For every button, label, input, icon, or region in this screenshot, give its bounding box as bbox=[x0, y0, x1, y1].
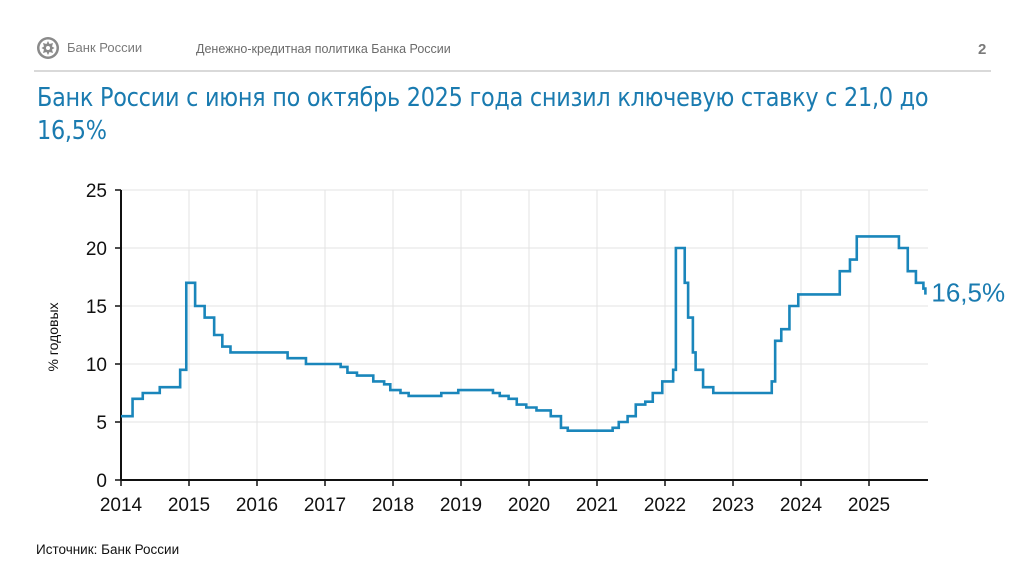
x-tick-label: 2015 bbox=[168, 495, 210, 516]
header-divider bbox=[34, 70, 991, 72]
page-number: 2 bbox=[978, 41, 987, 58]
x-tick-label: 2023 bbox=[712, 495, 754, 516]
y-tick-label: 25 bbox=[86, 181, 107, 202]
slide-title: Банк России с июня по октябрь 2025 года … bbox=[37, 83, 929, 146]
key-rate-line bbox=[121, 235, 927, 432]
y-axis-label: % годовых bbox=[45, 302, 61, 371]
y-tick-label: 20 bbox=[86, 239, 107, 260]
x-tick-label: 2014 bbox=[100, 495, 143, 516]
x-tick-label: 2024 bbox=[780, 495, 823, 516]
x-tick-label: 2018 bbox=[372, 495, 414, 516]
double-headed-eagle-icon bbox=[37, 37, 59, 59]
slide-header: Банк России Денежно-кредитная политика Б… bbox=[0, 0, 1024, 72]
x-tick-label: 2017 bbox=[304, 495, 346, 516]
last-value-annotation: 16,5% bbox=[931, 278, 1005, 308]
y-tick-label: 0 bbox=[96, 471, 107, 492]
y-tick-label: 5 bbox=[96, 413, 107, 434]
y-tick-label: 15 bbox=[86, 297, 107, 318]
x-tick-label: 2020 bbox=[508, 495, 550, 516]
x-tick-label: 2022 bbox=[644, 495, 686, 516]
x-tick-label: 2016 bbox=[236, 495, 278, 516]
source-note: Источник: Банк России bbox=[36, 542, 180, 557]
x-tick-label: 2021 bbox=[576, 495, 618, 516]
chart-grid bbox=[121, 189, 928, 480]
y-tick-label: 10 bbox=[86, 355, 107, 376]
x-tick-label: 2019 bbox=[440, 495, 482, 516]
brand-name: Банк России bbox=[67, 40, 143, 55]
section-title: Денежно-кредитная политика Банка России bbox=[196, 42, 451, 56]
x-tick-label: 2025 bbox=[848, 495, 890, 516]
